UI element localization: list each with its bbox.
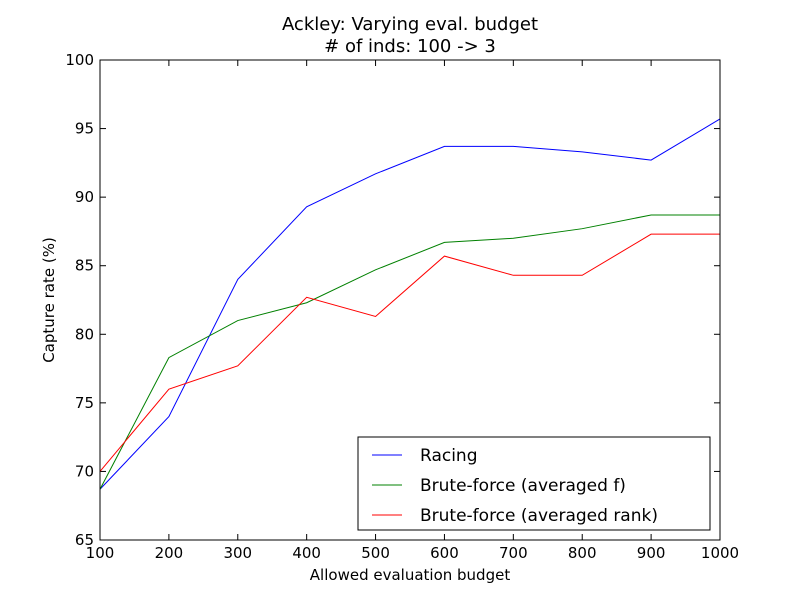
y-tick-label: 80 <box>75 325 94 343</box>
y-tick-label: 100 <box>65 51 94 69</box>
legend: Racing Brute-force (averaged f) Brute-forc… <box>357 436 711 531</box>
x-tick-label: 400 <box>292 544 321 562</box>
x-tick-label: 200 <box>155 544 184 562</box>
y-axis-label: Capture rate (%) <box>40 237 58 363</box>
x-tick-label: 100 <box>86 544 115 562</box>
x-tick-label: 700 <box>499 544 528 562</box>
plot-frame <box>99 59 721 541</box>
series-line-0 <box>99 118 721 490</box>
legend-label-1: Brute-force (averaged f) <box>420 476 626 496</box>
y-tick-label: 75 <box>75 394 94 412</box>
x-tick-label: 900 <box>637 544 666 562</box>
x-tick-label: 1000 <box>701 544 739 562</box>
x-tick-label: 300 <box>223 544 252 562</box>
chart-subtitle: # of inds: 100 -> 3 <box>324 36 496 57</box>
legend-label-0: Racing <box>420 446 478 466</box>
y-tick-label: 85 <box>75 257 94 275</box>
y-tick-label: 70 <box>75 462 94 480</box>
axis-ticks <box>99 59 721 541</box>
legend-box <box>357 436 711 531</box>
series-lines <box>99 118 721 490</box>
x-axis-label: Allowed evaluation budget <box>310 566 511 584</box>
x-tick-label: 600 <box>430 544 459 562</box>
y-tick-label: 65 <box>75 531 94 549</box>
series-line-1 <box>99 214 720 490</box>
tick-labels: 100 200 300 400 500 600 700 800 900 1000 65 70 75 80 8… <box>65 51 739 562</box>
y-tick-label: 90 <box>75 188 94 206</box>
x-tick-label: 800 <box>568 544 597 562</box>
y-tick-label: 95 <box>75 120 94 138</box>
x-tick-label: 500 <box>361 544 390 562</box>
chart-title: Ackley: Varying eval. budget <box>282 14 538 35</box>
series-line-2 <box>99 233 720 472</box>
legend-label-2: Brute-force (averaged rank) <box>420 506 658 526</box>
